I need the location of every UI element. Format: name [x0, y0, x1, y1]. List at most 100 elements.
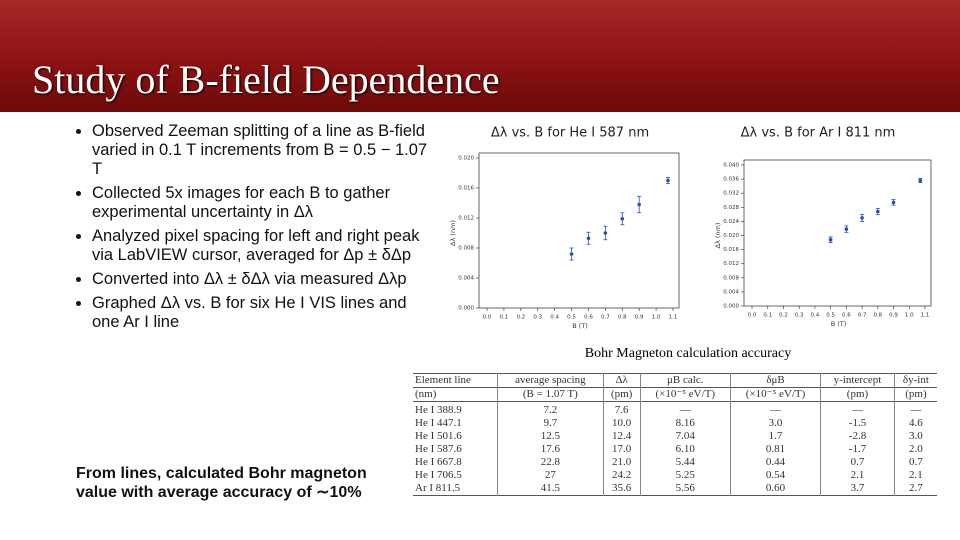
- x-tick-label: 0.6: [842, 313, 851, 319]
- y-tick-label: 0.016: [458, 186, 474, 192]
- table-cell: -2.8: [820, 430, 895, 443]
- header-cell: (×10⁻⁵ eV/T): [729, 387, 821, 402]
- table-cell: 7.2: [497, 401, 604, 417]
- table-cell: 0.7: [820, 456, 895, 469]
- table-cell: —: [820, 401, 895, 417]
- header-cell: Δλ: [602, 373, 641, 388]
- x-tick-label: 0.6: [584, 315, 593, 321]
- table-cell: -1.5: [820, 417, 895, 430]
- table-body: He I 388.9 7.2 7.6— — — — He I 447.1 9.7 10.0 8.1…: [413, 401, 937, 496]
- data-point: [620, 216, 625, 221]
- x-tick-label: 0.9: [635, 315, 644, 321]
- data-point: [844, 227, 849, 231]
- y-tick-label: 0.040: [723, 163, 739, 169]
- table-cell: 21.0: [602, 456, 641, 469]
- table-cell: 22.8: [497, 456, 604, 469]
- table-cell: 17.0: [602, 443, 641, 456]
- chart-title: Δλ vs. B for Ar I 811 nm: [741, 126, 896, 141]
- y-tick-label: 0.012: [723, 261, 739, 267]
- data-point: [603, 231, 608, 235]
- table-row: He I 447.1 9.7 10.0 8.16 3.0 -1.5 4.6: [413, 417, 937, 430]
- header-cell: μB calc.: [639, 373, 731, 388]
- table-cell: 0.54: [729, 469, 821, 482]
- data-point: [637, 202, 641, 207]
- table-cell: 8.16: [639, 417, 731, 430]
- y-tick-label: 0.000: [723, 304, 739, 310]
- table-row: He I 388.9 7.2 7.6— — — —: [413, 401, 937, 417]
- x-tick-label: 0.2: [779, 313, 788, 319]
- table-cell: —: [729, 401, 821, 417]
- table-cell: Ar I 811.5: [415, 482, 461, 494]
- x-tick-label: 0.5: [567, 315, 576, 321]
- table-cell: 2.7: [893, 482, 937, 496]
- table-cell: He I 447.1: [415, 417, 462, 429]
- x-tick-label: 0.2: [516, 315, 525, 321]
- table-cell: 7.6: [602, 401, 641, 417]
- table-cell: 35.6: [602, 482, 641, 496]
- table-cell: 0.81: [729, 443, 821, 456]
- y-tick-label: 0.032: [723, 191, 739, 197]
- table-head: Element line average spacing Δλ μB calc. δμB…: [413, 373, 937, 402]
- table-cell: 2.1: [893, 469, 937, 482]
- data-point: [666, 178, 670, 183]
- table-cell: He I 587.6: [415, 443, 462, 455]
- y-tick-label: 0.008: [723, 275, 739, 281]
- header-cell: δy-int: [893, 373, 937, 388]
- x-tick-label: 1.1: [669, 315, 678, 321]
- y-axis-label: Δλ (nm): [714, 223, 722, 249]
- table-cell: 4.6: [893, 417, 937, 430]
- conclusion: From lines, calculated Bohr magneton val…: [76, 465, 367, 501]
- table-cell: 5.44: [639, 456, 731, 469]
- table-cell: -1.7: [820, 443, 895, 456]
- table-row: He I 706.5 27 24.2 5.25 0.54 2.1 2.1: [413, 469, 937, 482]
- table-cell: He I 388.9: [415, 404, 462, 416]
- header-cell: Element line: [415, 374, 471, 386]
- header-band: [0, 0, 960, 112]
- bullet: Analyzed pixel spacing for left and righ…: [92, 227, 437, 265]
- table-cell: —: [639, 401, 731, 417]
- data-point: [876, 209, 880, 214]
- x-tick-label: 1.1: [921, 313, 930, 319]
- table-cell: 5.56: [639, 482, 731, 496]
- bullet-list: Observed Zeeman splitting of a line as B…: [72, 122, 437, 337]
- x-tick-label: 1.0: [652, 315, 661, 321]
- table-cell: 3.0: [893, 430, 937, 443]
- table-cell: 7.04: [639, 430, 731, 443]
- x-tick-label: 0.7: [858, 313, 867, 319]
- y-tick-label: 0.020: [723, 233, 739, 239]
- header-cell: (nm): [415, 388, 437, 400]
- data-point: [569, 252, 574, 256]
- table-cell: He I 706.5: [415, 469, 462, 481]
- plot-frame: [743, 159, 932, 307]
- table-cell: 1.7: [729, 430, 821, 443]
- table-cell: He I 667.8: [415, 456, 462, 468]
- table-cell: 24.2: [602, 469, 641, 482]
- header-cell: (×10⁻⁵ eV/T): [639, 387, 731, 402]
- y-tick-label: 0.008: [458, 246, 474, 252]
- y-tick-label: 0.004: [723, 289, 739, 295]
- bullet: Converted into Δλ ± δΔλ via measured Δλp: [92, 270, 437, 289]
- table-cell: 3.7: [820, 482, 895, 496]
- y-tick-label: 0.016: [723, 247, 739, 253]
- x-axis-label: B (T): [572, 322, 588, 330]
- table-cell: 6.10: [639, 443, 731, 456]
- table-cell: 2.0: [893, 443, 937, 456]
- table-cell: 10.0: [602, 417, 641, 430]
- data-point: [860, 216, 864, 220]
- y-tick-label: 0.012: [458, 216, 474, 222]
- table-cell: 2.1: [820, 469, 895, 482]
- slide-title: Study of B-field Dependence: [32, 57, 500, 102]
- x-tick-label: 0.0: [748, 313, 757, 319]
- x-tick-label: 0.8: [618, 315, 627, 321]
- data-point: [918, 178, 923, 183]
- table-cell: 9.7: [497, 417, 604, 430]
- table-cell: 0.7: [893, 456, 937, 469]
- y-tick-label: 0.020: [458, 156, 474, 162]
- data-point: [586, 236, 591, 241]
- x-tick-label: 1.0: [905, 313, 914, 319]
- bullet: Observed Zeeman splitting of a line as B…: [92, 122, 437, 179]
- x-tick-label: 0.0: [483, 315, 492, 321]
- x-tick-label: 0.5: [826, 313, 835, 319]
- y-tick-label: 0.024: [723, 219, 739, 225]
